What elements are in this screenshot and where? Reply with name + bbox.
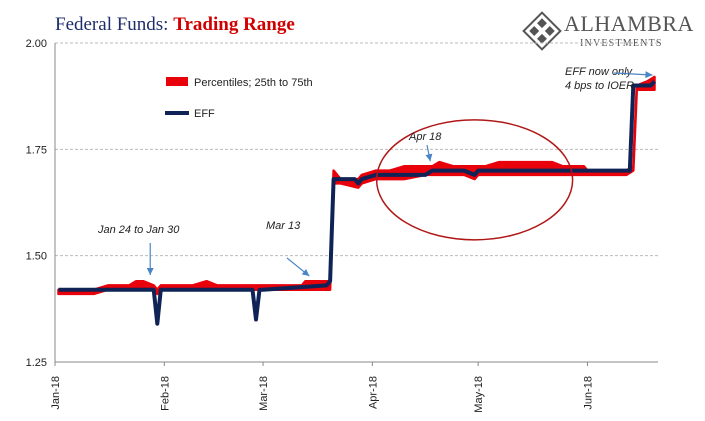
x-tick-label: May-18 — [473, 376, 485, 413]
annotation-ioer-line2: 4 bps to IOER — [565, 80, 634, 92]
title-part-1: Federal Funds: — [55, 14, 174, 35]
legend-label-eff: EFF — [194, 108, 215, 120]
x-tick-label: Jun-18 — [582, 376, 594, 410]
y-tick-label: 1.50 — [26, 251, 47, 263]
percentile-band — [57, 75, 656, 296]
legend-swatch-band — [166, 77, 188, 86]
annotation-mar: Mar 13 — [266, 220, 301, 232]
x-tick-label: Feb-18 — [159, 376, 171, 411]
annotation-jan-arrow-head — [146, 268, 154, 276]
annotation-apr-arrow-head — [425, 153, 433, 162]
annotation-mar-arrow-head — [301, 268, 310, 277]
x-tick-label: Mar-18 — [258, 376, 270, 411]
title-part-2: Trading Range — [173, 14, 295, 35]
annotation-ioer-arrow-head — [645, 71, 653, 79]
y-tick-label: 2.00 — [26, 38, 47, 50]
highlight-circle — [375, 119, 574, 241]
annotation-apr: Apr 18 — [408, 131, 442, 143]
diamond-logo-icon — [522, 11, 562, 51]
annotation-ioer-line1: EFF now only — [565, 66, 634, 78]
y-tick-label: 1.75 — [26, 144, 47, 156]
x-tick-label: Jan-18 — [50, 376, 62, 410]
y-tick-label: 1.25 — [26, 357, 47, 369]
logo-wordmark: ALHAMBRA — [564, 11, 694, 36]
chart-title: Federal Funds: Trading Range — [55, 14, 295, 36]
eff-line — [58, 79, 657, 326]
legend-label-band: Percentiles; 25th to 75th — [194, 77, 313, 89]
annotation-jan: Jan 24 to Jan 30 — [97, 224, 180, 236]
x-tick-label: Apr-18 — [367, 376, 379, 409]
